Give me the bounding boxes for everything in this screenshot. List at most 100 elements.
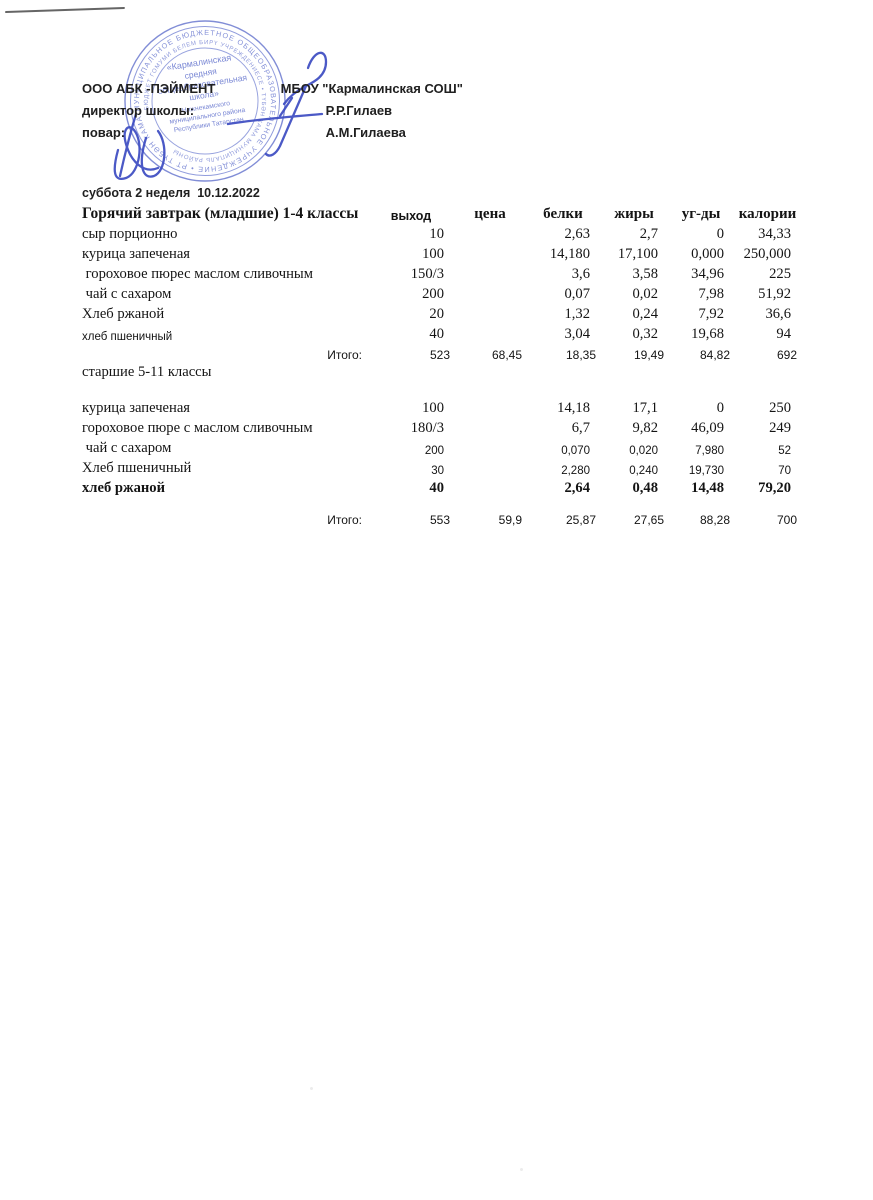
header-row-director: директор школы: Р.Р.Гилаев [82,100,642,122]
scan-speck [310,1087,313,1090]
cell-cal: 52 [778,445,791,457]
total-protein: 25,87 [565,513,596,527]
dish-name: чай с сахаром [82,286,172,302]
dish-name: курица запеченая [82,246,191,262]
col-header-price: цена [474,206,506,222]
table-row: хлеб ржаной 40 2,64 0,48 14,48 79,20 [82,477,801,497]
total-carbs: 88,28 [699,513,730,527]
cook-signature [113,112,166,180]
stamp-inner-circle [151,47,259,155]
section1-title: Горячий завтрак (младшие) 1-4 классы [82,205,359,222]
cell-carbs: 34,96 [691,266,724,282]
cell-protein: 2,64 [564,480,590,496]
cook-label: повар: [82,125,126,140]
total-cal: 692 [776,348,797,362]
cell-cal: 249 [769,420,791,436]
col-header-fat: жиры [614,206,654,222]
cell-out: 40 [429,326,444,342]
dish-name: Хлеб пшеничный [82,460,192,476]
dish-name: сыр порционно [82,226,178,242]
table-row: курица запеченая 100 14,18 17,1 0 250 [82,397,801,417]
director-name: Р.Р.Гилаев [325,103,393,118]
table-row: сыр порционно 10 2,63 2,7 0 34,33 [82,223,801,243]
director-label: директор школы: [82,103,195,118]
scan-artifact-line [5,6,125,14]
dish-name: хлеб пшеничный [82,331,173,343]
school-round-stamp: МУНИЦИПАЛЬНОЕ БЮДЖЕТНОЕ ОБЩЕОБРАЗОВАТЕЛЬ… [112,13,298,191]
col-header-protein: белки [543,206,583,222]
dish-name: хлеб ржаной [82,480,166,496]
total-out: 523 [429,348,450,362]
cell-price [454,477,526,497]
cell-protein: 3,6 [571,266,590,282]
menu-table-older: курица запеченая 100 14,18 17,1 0 250 го… [82,397,801,527]
cell-price [454,223,526,243]
cell-out: 100 [422,400,444,416]
cell-carbs: 0 [716,400,724,416]
cell-out: 200 [424,445,444,457]
cell-price [454,263,526,283]
col-header-cal: калории [738,206,797,222]
cell-price [454,323,526,343]
cell-protein: 0,07 [564,286,590,302]
cell-cal: 34,33 [758,226,791,242]
handwritten-signatures [113,51,328,180]
director-signature [226,51,328,157]
dish-name: гороховое пюре с маслом сливочным [82,420,313,436]
cook-name: А.М.Гилаева [325,125,406,140]
cell-fat: 0,32 [632,326,658,342]
total-fat: 19,49 [633,348,664,362]
cell-cal: 225 [769,266,791,282]
section2-title: старшие 5-11 классы [82,364,212,380]
cell-fat: 2,7 [639,226,658,242]
document-header: ООО АБК -ПЭЙМЕНТ МБОУ "Кармалинская СОШ"… [82,78,642,144]
cell-cal: 70 [778,465,791,477]
dish-name: курица запеченая [82,400,191,416]
cell-price [454,417,526,437]
org-right-label: МБОУ "Кармалинская СОШ" [280,81,463,96]
stamp-line-4: школа» [189,88,220,103]
dish-name: Хлеб ржаной [82,306,165,322]
table-row: курица запеченая 100 14,180 17,100 0,000… [82,243,801,263]
total-price: 68,45 [491,348,522,362]
cell-carbs: 7,98 [698,286,724,302]
cell-carbs: 7,980 [695,445,724,457]
cell-fat: 0,020 [629,445,658,457]
table-row: чай с сахаром 200 0,070 0,020 7,980 52 [82,437,801,457]
cell-price [454,437,526,457]
cell-carbs: 19,68 [691,326,724,342]
cell-price [454,457,526,477]
total-carbs: 84,82 [699,348,730,362]
total-label: Итого: [327,348,362,362]
cell-cal: 94 [776,326,791,342]
cell-fat: 3,58 [632,266,658,282]
spacer-row [82,497,801,508]
total-out: 553 [429,513,450,527]
cell-cal: 51,92 [758,286,791,302]
table-header-row: Горячий завтрак (младшие) 1-4 классы вых… [82,203,801,223]
total-price: 59,9 [498,513,522,527]
total-row: Итого: 523 68,45 18,35 19,49 84,82 692 [82,343,801,362]
cell-protein: 2,63 [564,226,590,242]
cell-fat: 0,240 [629,465,658,477]
cell-out: 30 [431,465,444,477]
cell-fat: 9,82 [632,420,658,436]
cell-carbs: 7,92 [698,306,724,322]
cell-fat: 17,1 [632,400,658,416]
total-fat: 27,65 [633,513,664,527]
cell-out: 150/3 [410,266,444,282]
cell-carbs: 46,09 [691,420,724,436]
cell-out: 180/3 [410,420,444,436]
cell-price [454,397,526,417]
cell-cal: 250,000 [743,246,791,262]
cell-carbs: 0 [716,226,724,242]
cell-fat: 17,100 [617,246,658,262]
table-row: гороховое пюре с маслом сливочным 180/3 … [82,417,801,437]
total-row: Итого: 553 59,9 25,87 27,65 88,28 700 [82,508,801,527]
total-cal: 700 [776,513,797,527]
table-row: Хлеб пшеничный 30 2,280 0,240 19,730 70 [82,457,801,477]
stamp-second-circle [130,26,280,176]
cell-out: 40 [429,480,444,496]
table-row: чай с сахаром 200 0,07 0,02 7,98 51,92 [82,283,801,303]
